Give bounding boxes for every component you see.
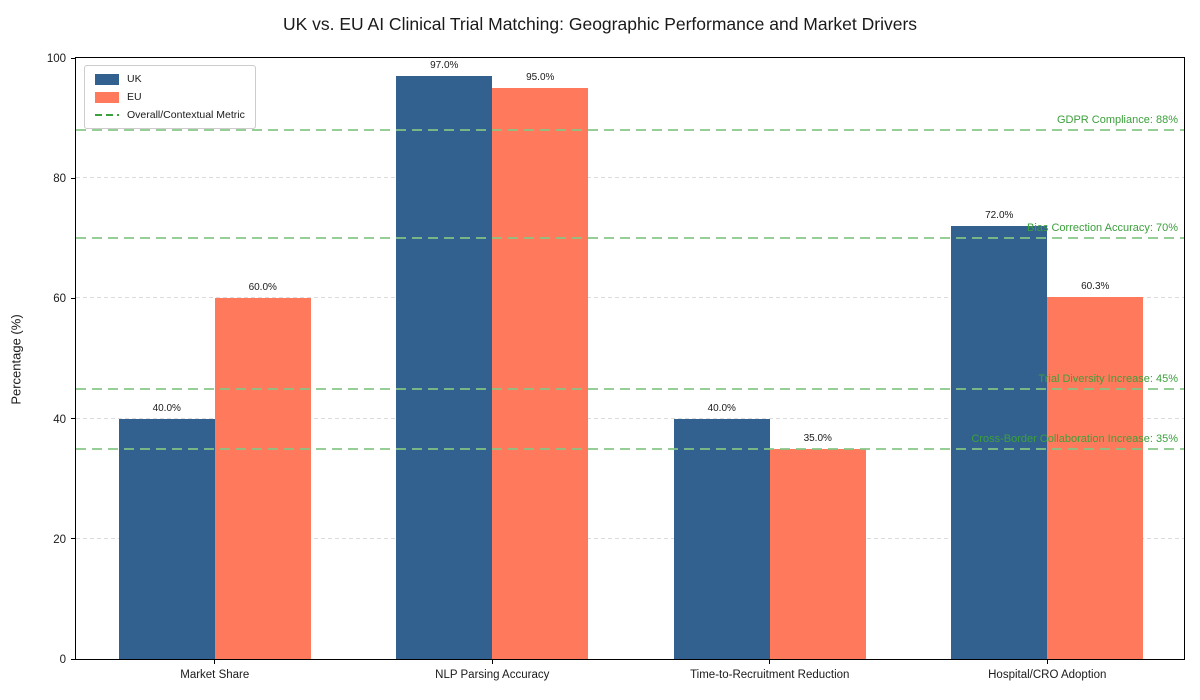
ytick-label-40: 40 (53, 413, 66, 426)
bar-label-eu-time-to-recruitment-reduction: 35.0% (803, 432, 832, 444)
legend: UK EU Overall/Contextual Metric (84, 65, 256, 129)
xtick-mark-market-share (214, 659, 216, 664)
bar-label-eu-market-share: 60.0% (248, 282, 277, 294)
legend-label-eu: EU (127, 91, 142, 103)
bar-eu-nlp-parsing-accuracy (492, 88, 589, 659)
xtick-label-time-to-recruitment-reduction: Time-to-Recruitment Reduction (690, 669, 850, 681)
context-label-bias-correction-accuracy-70: Bias Correction Accuracy: 70% (1026, 222, 1178, 235)
y-axis-label: Percentage (%) (8, 314, 24, 405)
legend-label-uk: UK (127, 73, 142, 85)
gridline-20 (76, 537, 1184, 539)
context-line-88 (76, 129, 1184, 132)
ytick-label-0: 0 (59, 654, 66, 666)
ytick-label-100: 100 (46, 53, 66, 65)
xtick-mark-time-to-recruitment-reduction (769, 659, 771, 664)
bar-eu-hospital-cro-adoption (1047, 296, 1144, 659)
ytick-mark-60 (71, 297, 76, 299)
gridline-60 (76, 297, 1184, 299)
context-line-35 (76, 447, 1184, 450)
xtick-mark-hospital-cro-adoption (1046, 659, 1048, 664)
xtick-label-hospital-cro-adoption: Hospital/CRO Adoption (988, 669, 1107, 681)
ytick-mark-100 (71, 57, 76, 59)
bar-label-eu-hospital-cro-adoption: 60.3% (1081, 280, 1110, 292)
xtick-label-market-share: Market Share (180, 669, 250, 681)
context-label-cross-border-collaboration-increase-35: Cross-Border Collaboration Increase: 35% (971, 432, 1178, 445)
legend-label-context: Overall/Contextual Metric (127, 109, 245, 121)
eu-swatch-icon (95, 91, 119, 103)
bar-label-uk-market-share: 40.0% (152, 402, 181, 414)
bar-label-uk-time-to-recruitment-reduction: 40.0% (707, 402, 736, 414)
gridline-80 (76, 177, 1184, 179)
ytick-label-80: 80 (53, 173, 66, 186)
bar-uk-nlp-parsing-accuracy (396, 76, 493, 659)
ytick-mark-20 (71, 538, 76, 540)
legend-item-uk: UK (95, 73, 245, 85)
context-label-gdpr-compliance-88: GDPR Compliance: 88% (1056, 114, 1178, 127)
ytick-label-60: 60 (53, 293, 66, 306)
bar-label-uk-nlp-parsing-accuracy: 97.0% (430, 60, 459, 72)
ytick-mark-40 (71, 418, 76, 420)
plot-area: UK EU Overall/Contextual Metric 0 20 40 60 8… (47, 53, 1185, 681)
context-line-45 (76, 387, 1184, 390)
bar-uk-market-share (118, 418, 215, 659)
chart-title: UK vs. EU AI Clinical Trial Matching: Ge… (282, 14, 918, 34)
ytick-mark-0 (71, 658, 76, 660)
ytick-label-20: 20 (53, 533, 66, 546)
uk-swatch-icon (95, 73, 119, 85)
ytick-mark-80 (71, 177, 76, 179)
bar-eu-market-share (214, 298, 311, 659)
legend-item-eu: EU (95, 91, 245, 103)
dashed-line-icon (95, 114, 119, 116)
xtick-label-nlp-parsing-accuracy: NLP Parsing Accuracy (435, 669, 550, 681)
gridline-40 (76, 417, 1184, 419)
context-label-trial-diversity-increase-45: Trial Diversity Increase: 45% (1038, 372, 1178, 385)
context-line-70 (76, 237, 1184, 240)
legend-item-context: Overall/Contextual Metric (95, 109, 245, 121)
bar-label-uk-hospital-cro-adoption: 72.0% (985, 210, 1014, 222)
bar-eu-time-to-recruitment-reduction (769, 448, 866, 659)
bar-label-eu-nlp-parsing-accuracy: 95.0% (526, 72, 555, 84)
xtick-mark-nlp-parsing-accuracy (491, 659, 493, 664)
bar-uk-time-to-recruitment-reduction (673, 418, 770, 659)
bar-uk-hospital-cro-adoption (951, 226, 1048, 659)
